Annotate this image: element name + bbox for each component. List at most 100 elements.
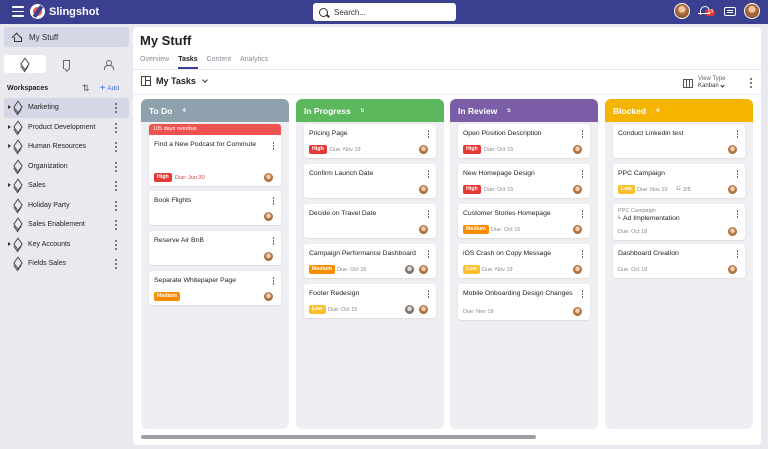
column-header[interactable]: To Do 4 <box>141 99 289 122</box>
task-card[interactable]: iOS Crash on Copy Message Low Due: Nov 19 <box>458 244 590 278</box>
task-card[interactable]: New Homepage Design High Due: Oct 15 <box>458 164 590 198</box>
caret-right-icon[interactable] <box>8 183 11 187</box>
card-options-icon[interactable] <box>736 210 739 218</box>
card-options-icon[interactable] <box>427 130 430 138</box>
sidebar-item-workspace[interactable]: Fields Sales <box>4 254 129 274</box>
assignee-avatar[interactable] <box>263 291 274 302</box>
assignee-avatar[interactable] <box>263 211 274 222</box>
card-options-icon[interactable] <box>581 170 584 178</box>
assignee-avatar[interactable] <box>418 224 429 235</box>
task-card[interactable]: Separate Whitepaper Page Medium <box>149 271 281 305</box>
caret-right-icon[interactable] <box>8 105 11 109</box>
task-card[interactable]: Conduct Linkedin test <box>613 124 745 158</box>
sidebar-item-workspace[interactable]: Organization <box>4 157 129 177</box>
sidebar-item-workspace[interactable]: Sales <box>4 176 129 196</box>
task-card[interactable]: Open Position Description High Due: Oct 15 <box>458 124 590 158</box>
card-options-icon[interactable] <box>427 210 430 218</box>
assignee-avatar[interactable] <box>418 184 429 195</box>
assignee-avatar[interactable] <box>572 264 583 275</box>
assignee-avatar[interactable] <box>418 304 429 315</box>
task-card[interactable]: Reserve Air BnB <box>149 231 281 265</box>
task-card[interactable]: Footer Redesign Low Due: Oct 15 <box>304 284 436 318</box>
sidebar-my-stuff[interactable]: My Stuff <box>4 27 129 47</box>
more-options-icon[interactable] <box>114 122 117 133</box>
more-options-icon[interactable] <box>114 259 117 269</box>
caret-right-icon[interactable] <box>8 124 11 129</box>
column-header[interactable]: Blocked 4 <box>605 99 753 122</box>
assignee-avatar[interactable] <box>263 172 274 183</box>
chat-icon[interactable] <box>724 6 736 16</box>
card-options-icon[interactable] <box>272 237 275 245</box>
more-options-icon[interactable] <box>114 181 117 191</box>
caret-right-icon[interactable] <box>8 241 11 246</box>
card-options-icon[interactable] <box>272 142 275 150</box>
app-logo[interactable]: Slingshot <box>30 4 99 19</box>
task-card[interactable]: PPC Campaign Low Due: Nov 19 2/5 ☷ <box>613 164 745 198</box>
task-card[interactable]: Pricing Page High Due: Nov 19 <box>304 124 436 158</box>
more-options-icon[interactable] <box>114 142 117 152</box>
assignee-avatar[interactable] <box>727 144 738 155</box>
column-header[interactable]: In Progress 5 <box>296 99 444 122</box>
card-options-icon[interactable] <box>581 130 584 138</box>
assignee-avatar[interactable] <box>727 264 738 275</box>
more-options-icon[interactable] <box>114 239 117 250</box>
task-card[interactable]: Book Flights <box>149 191 281 225</box>
assignee-avatar[interactable] <box>572 306 583 317</box>
card-options-icon[interactable] <box>736 170 739 178</box>
assignee-avatar[interactable] <box>572 144 583 155</box>
assignee-avatar[interactable] <box>418 264 429 275</box>
tab-overview[interactable]: Overview <box>140 56 170 63</box>
card-options-icon[interactable] <box>581 250 584 258</box>
sidebar-item-workspace[interactable]: Sales Enablement <box>4 215 129 235</box>
task-card[interactable]: Campaign Performance Dashboard Medium Due:… <box>304 244 436 278</box>
search-input[interactable] <box>334 7 444 17</box>
more-options-icon[interactable] <box>114 220 117 230</box>
menu-icon[interactable] <box>12 6 24 17</box>
sidebar-item-workspace[interactable]: Key Accounts <box>4 235 129 255</box>
tab-tasks[interactable]: Tasks <box>178 56 198 69</box>
caret-right-icon[interactable] <box>8 144 11 148</box>
view-selector[interactable]: My Tasks <box>141 76 208 86</box>
assignee-avatar[interactable] <box>727 226 738 237</box>
card-options-icon[interactable] <box>427 250 430 258</box>
tab-content[interactable]: Content <box>206 56 232 63</box>
more-options-icon[interactable] <box>114 200 117 211</box>
assignee-avatar[interactable] <box>404 264 415 275</box>
card-options-icon[interactable] <box>736 250 739 258</box>
horizontal-scrollbar[interactable] <box>141 435 536 439</box>
search-box[interactable] <box>313 3 456 21</box>
sidebar-item-workspace[interactable]: Human Resources <box>4 137 129 157</box>
view-type-selector[interactable]: View Type Kanban <box>683 76 725 90</box>
tab-people[interactable] <box>87 55 129 73</box>
tab-workspaces[interactable] <box>4 55 46 73</box>
task-card[interactable]: Decide on Travel Date <box>304 204 436 238</box>
tab-analytics[interactable]: Analytics <box>240 56 269 63</box>
more-options-icon[interactable] <box>114 161 117 172</box>
task-card[interactable]: Confirm Launch Date <box>304 164 436 198</box>
sidebar-item-workspace[interactable]: Marketing <box>4 98 129 118</box>
card-options-icon[interactable] <box>427 290 430 298</box>
assignee-avatar[interactable] <box>572 184 583 195</box>
assignee-avatar[interactable] <box>418 144 429 155</box>
card-options-icon[interactable] <box>272 277 275 285</box>
sidebar-item-workspace[interactable]: Product Development <box>4 118 129 138</box>
task-card[interactable]: Customer Stories Homepage Medium Due: Oct … <box>458 204 590 238</box>
workspace-avatar[interactable] <box>674 3 690 19</box>
notifications-bell-icon[interactable]: 19 <box>698 5 715 17</box>
sort-icon[interactable]: ⇅ <box>82 82 90 93</box>
card-options-icon[interactable] <box>581 290 584 298</box>
assignee-avatar[interactable] <box>263 251 274 262</box>
task-card[interactable]: PPC Campaign Ad Implementation ↳ Due: Oct 1… <box>613 204 745 240</box>
card-options-icon[interactable] <box>736 130 739 138</box>
task-card[interactable]: Dashboard Creation Due: Oct 18 <box>613 244 745 278</box>
assignee-avatar[interactable] <box>572 224 583 235</box>
card-options-icon[interactable] <box>272 197 275 205</box>
more-options-icon[interactable] <box>749 78 752 88</box>
column-header[interactable]: In Review 5 <box>450 99 598 122</box>
card-options-icon[interactable] <box>581 210 584 218</box>
more-options-icon[interactable] <box>114 103 117 113</box>
tab-favorites[interactable] <box>46 55 88 73</box>
card-options-icon[interactable] <box>427 170 430 178</box>
assignee-avatar[interactable] <box>727 184 738 195</box>
assignee-avatar[interactable] <box>404 304 415 315</box>
